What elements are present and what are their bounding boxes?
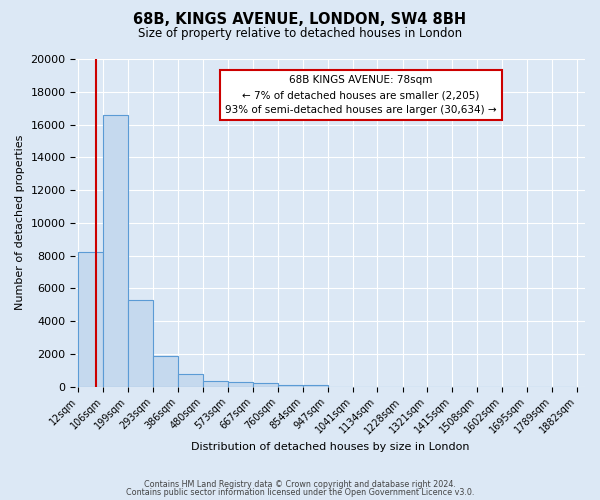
Bar (128, 300, 153, 386)
Bar (203, 381, 228, 386)
Bar (178, 374, 203, 386)
Bar (228, 382, 253, 386)
Text: 68B, KINGS AVENUE, LONDON, SW4 8BH: 68B, KINGS AVENUE, LONDON, SW4 8BH (133, 12, 467, 28)
X-axis label: Distribution of detached houses by size in London: Distribution of detached houses by size … (191, 442, 469, 452)
Bar (253, 383, 278, 386)
Text: Contains HM Land Registry data © Crown copyright and database right 2024.: Contains HM Land Registry data © Crown c… (144, 480, 456, 489)
Y-axis label: Number of detached properties: Number of detached properties (15, 135, 25, 310)
Bar (153, 356, 178, 386)
Text: Size of property relative to detached houses in London: Size of property relative to detached ho… (138, 28, 462, 40)
Text: 68B KINGS AVENUE: 78sqm
← 7% of detached houses are smaller (2,205)
93% of semi-: 68B KINGS AVENUE: 78sqm ← 7% of detached… (225, 76, 497, 115)
Bar (78, 252, 103, 386)
Bar (278, 384, 303, 386)
Text: Contains public sector information licensed under the Open Government Licence v3: Contains public sector information licen… (126, 488, 474, 497)
Bar (103, 114, 128, 386)
